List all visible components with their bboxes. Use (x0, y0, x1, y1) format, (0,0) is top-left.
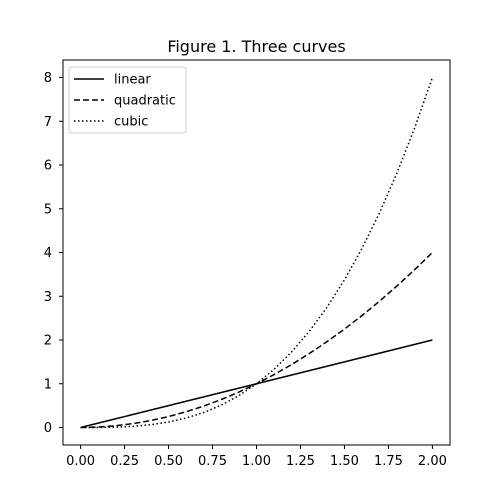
x-tick-label: 2.00 (418, 454, 447, 469)
y-tick-label: 2 (44, 334, 52, 349)
series-line-cubic (80, 77, 434, 429)
legend: linear quadratic cubic (68, 66, 187, 134)
y-axis: 0 1 2 3 4 5 6 7 8 (44, 71, 63, 436)
x-tick-label: 1.00 (242, 454, 271, 469)
legend-label-quadratic: quadratic (114, 94, 176, 109)
chart-title: Figure 1. Three curves (167, 37, 345, 56)
x-tick-label: 0.50 (154, 454, 183, 469)
y-tick-label: 0 (44, 421, 52, 436)
y-tick-label: 4 (44, 246, 52, 261)
x-tick-label: 1.25 (286, 454, 315, 469)
x-tick-label: 1.50 (330, 454, 359, 469)
legend-box (68, 66, 187, 134)
x-tick-label: 0.25 (110, 454, 139, 469)
x-tick-label: 0.75 (198, 454, 227, 469)
x-axis: 0.00 0.25 0.50 0.75 1.00 1.25 1.50 1.75 2.00 (66, 445, 447, 469)
y-tick-label: 1 (44, 377, 52, 392)
y-tick-label: 3 (44, 290, 52, 305)
x-tick-label: 0.00 (66, 454, 95, 469)
y-tick-label: 7 (44, 115, 52, 130)
x-tick-label: 1.75 (374, 454, 403, 469)
legend-label-linear: linear (114, 73, 151, 88)
y-tick-label: 6 (44, 159, 52, 174)
series-layer (80, 77, 434, 429)
y-tick-label: 5 (44, 202, 52, 217)
legend-label-cubic: cubic (114, 115, 148, 130)
y-tick-label: 8 (44, 71, 52, 86)
